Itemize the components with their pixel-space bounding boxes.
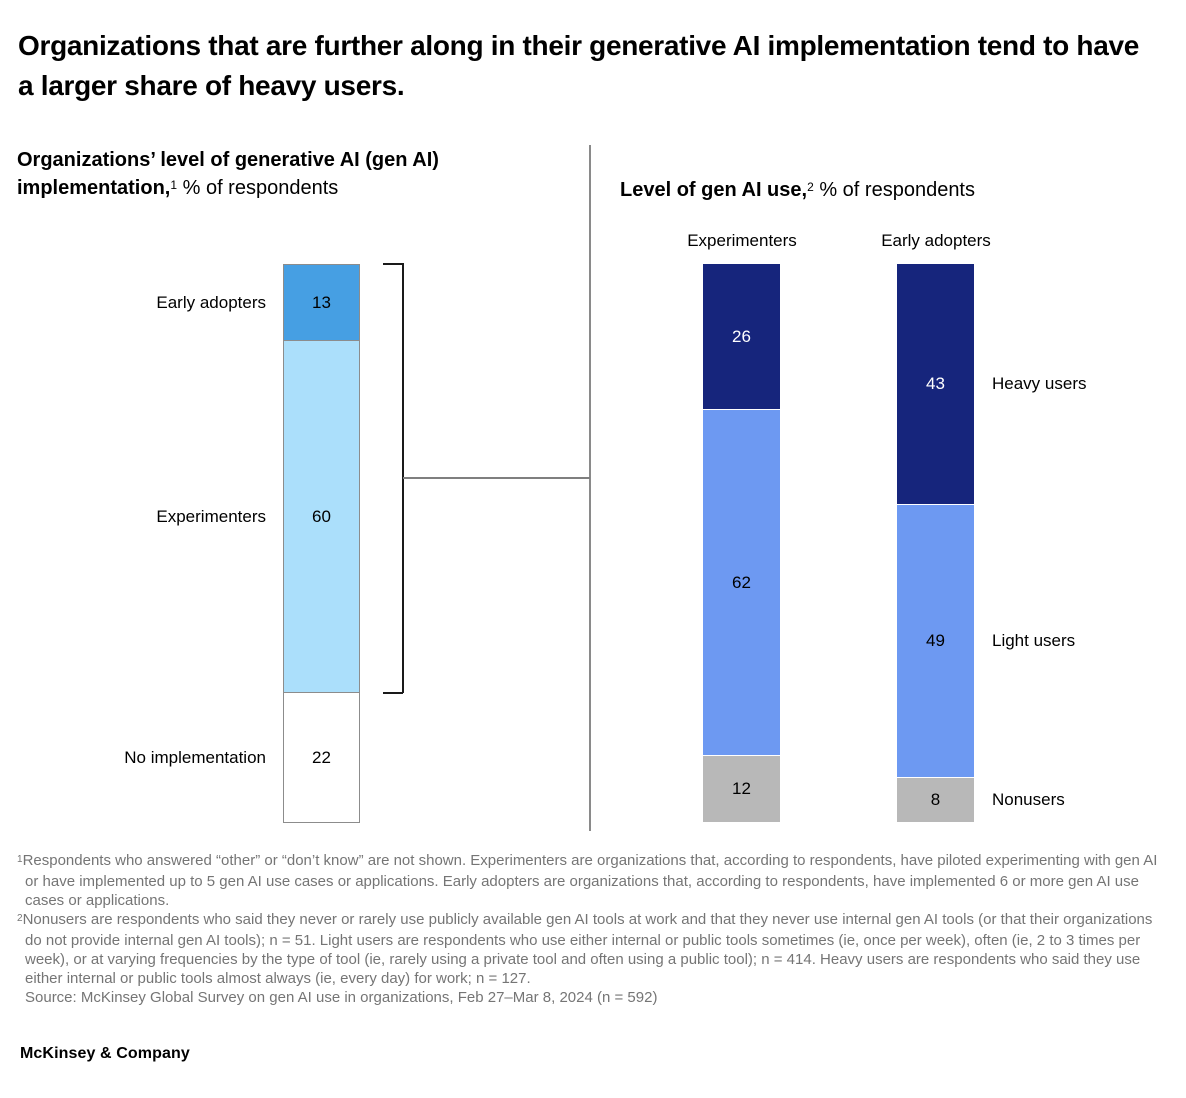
left-chart-title-bold: Organizations’ level of generative AI (g… — [17, 149, 439, 199]
legend-label-heavy-users: Heavy users — [992, 374, 1087, 393]
segment-value: 13 — [312, 292, 331, 312]
implementation-label-experimenters: Experimenters — [156, 507, 266, 526]
footnote-2: 2Nonusers are respondents who said they … — [17, 910, 1169, 988]
implementation-stacked-bar: 13 60 22 — [283, 264, 360, 823]
segment-value: 49 — [926, 631, 945, 650]
left-chart-title-unit: % of respondents — [177, 177, 339, 199]
right-chart-title: Level of gen AI use,2 % of respondents — [620, 176, 1160, 206]
footnote-1: 1Respondents who answered “other” or “do… — [17, 851, 1169, 910]
segment-value: 12 — [732, 779, 751, 798]
implementation-label-early-adopters: Early adopters — [156, 293, 266, 312]
left-chart-title: Organizations’ level of generative AI (g… — [17, 146, 562, 204]
segment-value: 62 — [732, 572, 751, 592]
use-bar-experimenters: 26 62 12 — [703, 264, 780, 822]
panel-divider-line — [589, 145, 591, 831]
mckinsey-wordmark: McKinsey & Company — [20, 1045, 190, 1062]
exhibit-title: Organizations that are further along in … — [18, 30, 1140, 101]
footnote-1-text: Respondents who answered “other” or “don… — [22, 852, 1158, 909]
implementation-label-no-implementation: No implementation — [124, 747, 266, 767]
column-header-early-adopters: Early adopters — [881, 231, 991, 250]
use-segment-early-adopters-heavy-users: 43 — [897, 264, 974, 504]
footnotes: 1Respondents who answered “other” or “do… — [17, 851, 1169, 1007]
left-chart-footnote-ref: 1 — [170, 177, 178, 192]
segment-value: 43 — [926, 374, 945, 393]
footnote-2-text: Nonusers are respondents who said they n… — [22, 911, 1153, 987]
bracket-vertical-line — [402, 263, 404, 693]
segment-value: 22 — [312, 747, 331, 767]
footnote-1-marker: 1 — [17, 853, 23, 865]
use-bar-early-adopters: 43 49 8 — [897, 264, 974, 822]
implementation-segment-early-adopters: 13 — [284, 265, 359, 341]
segment-value: 26 — [732, 326, 751, 346]
right-chart-title-bold: Level of gen AI use, — [620, 179, 808, 201]
use-segment-early-adopters-nonusers: 8 — [897, 777, 974, 822]
use-segment-experimenters-light-users: 62 — [703, 409, 780, 755]
implementation-segment-no-implementation: 22 — [284, 693, 359, 822]
use-segment-experimenters-nonusers: 12 — [703, 755, 780, 822]
bracket-connector-line — [403, 477, 590, 479]
legend-label-nonusers: Nonusers — [992, 789, 1065, 809]
implementation-segment-experimenters: 60 — [284, 341, 359, 693]
footnote-2-marker: 2 — [17, 912, 23, 924]
right-chart-title-unit: % of respondents — [813, 179, 975, 201]
segment-value: 8 — [930, 790, 941, 809]
column-header-experimenters: Experimenters — [687, 231, 797, 250]
bracket-top-tick — [383, 263, 403, 265]
legend-label-light-users: Light users — [992, 630, 1076, 650]
use-segment-early-adopters-light-users: 49 — [897, 504, 974, 777]
source-line: Source: McKinsey Global Survey on gen AI… — [17, 988, 1169, 1007]
source-text: Source: McKinsey Global Survey on gen AI… — [25, 989, 658, 1006]
segment-value: 60 — [312, 506, 331, 526]
bracket-bottom-tick — [383, 692, 403, 694]
right-chart-footnote-ref: 2 — [807, 179, 814, 194]
use-segment-experimenters-heavy-users: 26 — [703, 264, 780, 409]
